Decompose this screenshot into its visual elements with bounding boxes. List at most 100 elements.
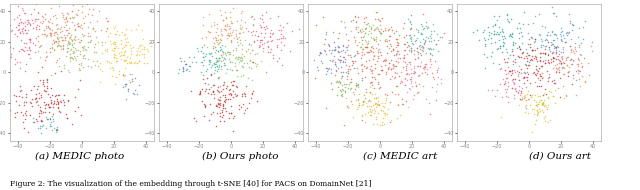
Point <box>418 46 428 49</box>
Point <box>84 40 95 43</box>
Point <box>137 52 147 55</box>
Point <box>67 10 77 13</box>
Point <box>45 73 56 76</box>
Point <box>62 19 72 22</box>
Point <box>563 70 573 73</box>
Point <box>72 105 83 108</box>
Point <box>340 26 350 29</box>
Point <box>235 57 245 60</box>
Point <box>234 103 244 106</box>
Point <box>205 30 215 33</box>
Point <box>232 74 242 77</box>
Point <box>399 36 410 39</box>
Point <box>365 26 376 29</box>
Point <box>50 14 60 17</box>
Point <box>519 96 529 99</box>
Point <box>73 25 83 28</box>
Point <box>208 111 218 114</box>
Point <box>334 51 344 54</box>
Point <box>543 79 553 82</box>
Point <box>561 40 572 43</box>
Point <box>375 31 385 34</box>
Point <box>40 111 50 114</box>
Point <box>212 64 223 67</box>
Point <box>277 64 287 67</box>
Point <box>34 28 44 31</box>
Point <box>131 53 141 56</box>
Point <box>548 12 559 15</box>
Point <box>204 30 214 33</box>
Point <box>53 101 63 104</box>
Point <box>410 58 420 61</box>
Point <box>525 58 535 61</box>
Point <box>135 44 145 47</box>
Point <box>211 38 221 41</box>
Point <box>45 105 56 108</box>
Point <box>540 99 550 102</box>
Point <box>516 41 527 44</box>
Point <box>212 65 222 68</box>
Point <box>49 99 59 102</box>
Point <box>74 63 84 66</box>
Point <box>552 44 563 47</box>
Point <box>65 57 76 60</box>
Point <box>515 70 525 73</box>
Point <box>116 58 126 61</box>
Point <box>11 99 21 102</box>
Point <box>540 51 550 55</box>
Point <box>532 59 543 63</box>
Point <box>193 50 203 53</box>
Point <box>31 92 42 95</box>
Point <box>61 17 71 21</box>
Point <box>227 22 237 25</box>
Point <box>480 66 490 69</box>
Point <box>272 45 282 48</box>
Point <box>38 78 48 81</box>
Point <box>412 29 422 32</box>
Point <box>536 37 547 40</box>
Point <box>236 12 246 15</box>
Point <box>45 27 55 30</box>
Point <box>97 69 107 72</box>
Point <box>398 102 408 105</box>
Point <box>110 46 120 49</box>
Point <box>392 49 403 52</box>
Point <box>108 53 118 56</box>
Point <box>513 74 523 77</box>
Point <box>244 42 254 45</box>
Point <box>123 87 133 90</box>
Point <box>358 101 369 104</box>
Point <box>486 55 496 58</box>
Point <box>215 119 225 122</box>
Point <box>225 91 235 94</box>
Point <box>90 63 100 66</box>
Point <box>72 38 83 41</box>
Point <box>346 29 356 32</box>
Point <box>20 100 31 103</box>
Text: Figure 2: The visualization of the embedding through t-SNE [40] for PACS on Doma: Figure 2: The visualization of the embed… <box>10 180 371 188</box>
Point <box>35 109 45 112</box>
Point <box>201 69 211 72</box>
Point <box>46 33 56 36</box>
Point <box>353 98 363 101</box>
Point <box>374 47 385 50</box>
Point <box>553 54 563 57</box>
Point <box>204 12 214 15</box>
Point <box>218 84 228 87</box>
Point <box>212 23 222 26</box>
Point <box>121 98 131 101</box>
Point <box>399 56 409 59</box>
Point <box>54 93 65 97</box>
Point <box>431 43 442 46</box>
Point <box>81 49 91 52</box>
Point <box>532 109 543 112</box>
Point <box>380 72 390 75</box>
Point <box>334 31 344 34</box>
Point <box>36 131 46 134</box>
Point <box>554 66 564 69</box>
Point <box>516 98 526 101</box>
Point <box>571 70 581 73</box>
Point <box>543 31 553 34</box>
Point <box>484 30 494 33</box>
Point <box>346 81 356 84</box>
